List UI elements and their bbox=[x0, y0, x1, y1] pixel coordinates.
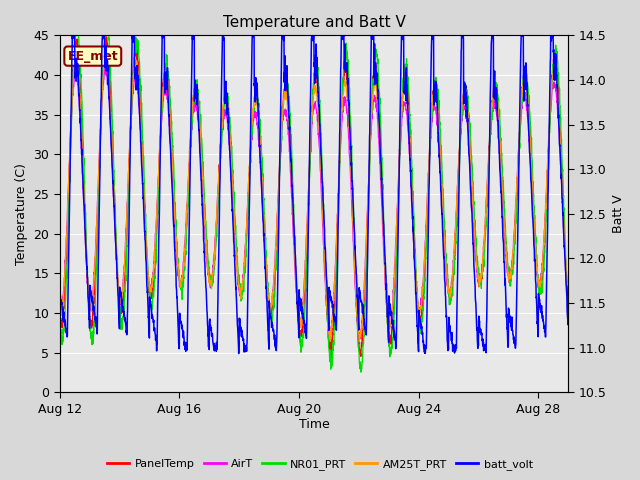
Title: Temperature and Batt V: Temperature and Batt V bbox=[223, 15, 405, 30]
Y-axis label: Temperature (C): Temperature (C) bbox=[15, 163, 28, 264]
Text: EE_met: EE_met bbox=[67, 49, 118, 62]
X-axis label: Time: Time bbox=[299, 419, 330, 432]
Legend: PanelTemp, AirT, NR01_PRT, AM25T_PRT, batt_volt: PanelTemp, AirT, NR01_PRT, AM25T_PRT, ba… bbox=[102, 455, 538, 474]
Y-axis label: Batt V: Batt V bbox=[612, 194, 625, 233]
